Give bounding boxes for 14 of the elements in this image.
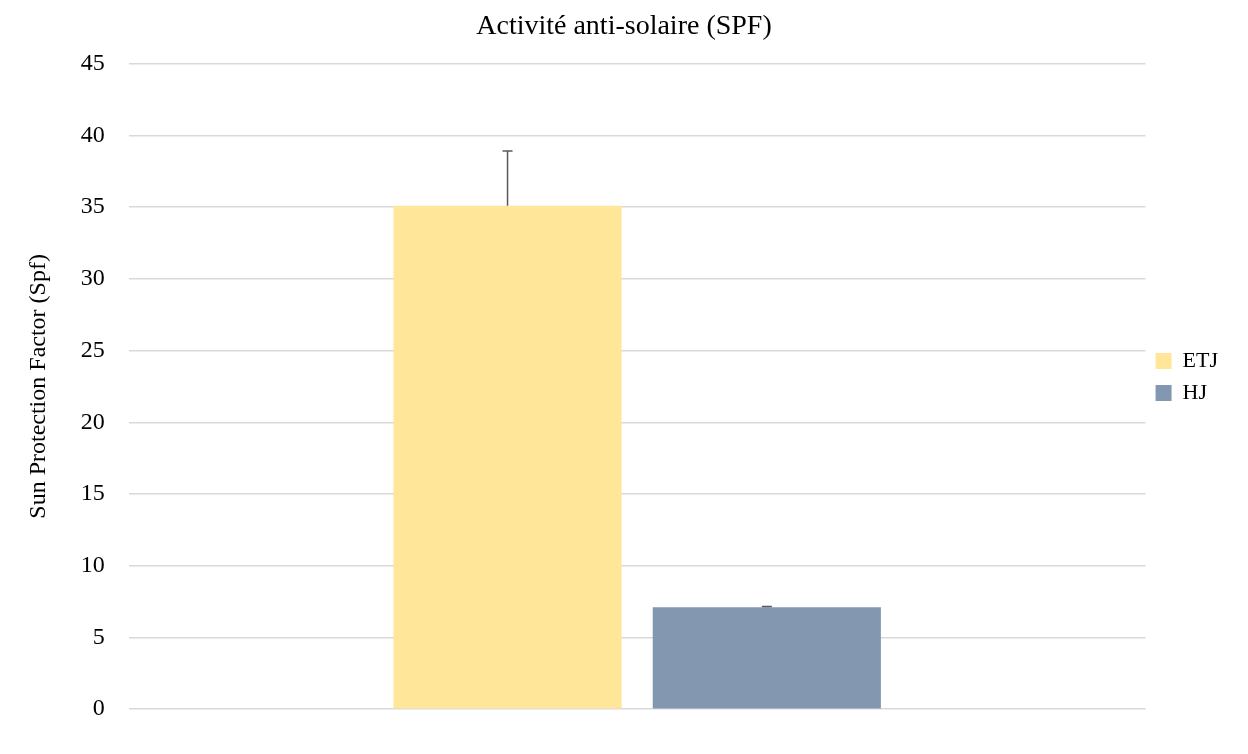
chart-title: Activité anti-solaire (SPF) [476,9,772,41]
y-tick-label: 35 [80,192,105,219]
legend-label: ETJ [1182,346,1219,372]
y-tick-label: 15 [80,479,105,506]
y-tick-label: 45 [80,48,105,75]
legend-label: HJ [1182,378,1208,404]
y-tick-label: 10 [80,551,105,578]
y-tick-label: 40 [80,120,105,147]
y-axis-title: Sun Protection Factor (Spf) [23,254,50,519]
y-tick-label: 5 [92,622,105,649]
y-tick-label: 0 [92,694,105,721]
y-tick-label: 25 [80,335,105,362]
y-tick-label: 30 [80,264,105,291]
y-tick-label: 20 [80,407,105,434]
